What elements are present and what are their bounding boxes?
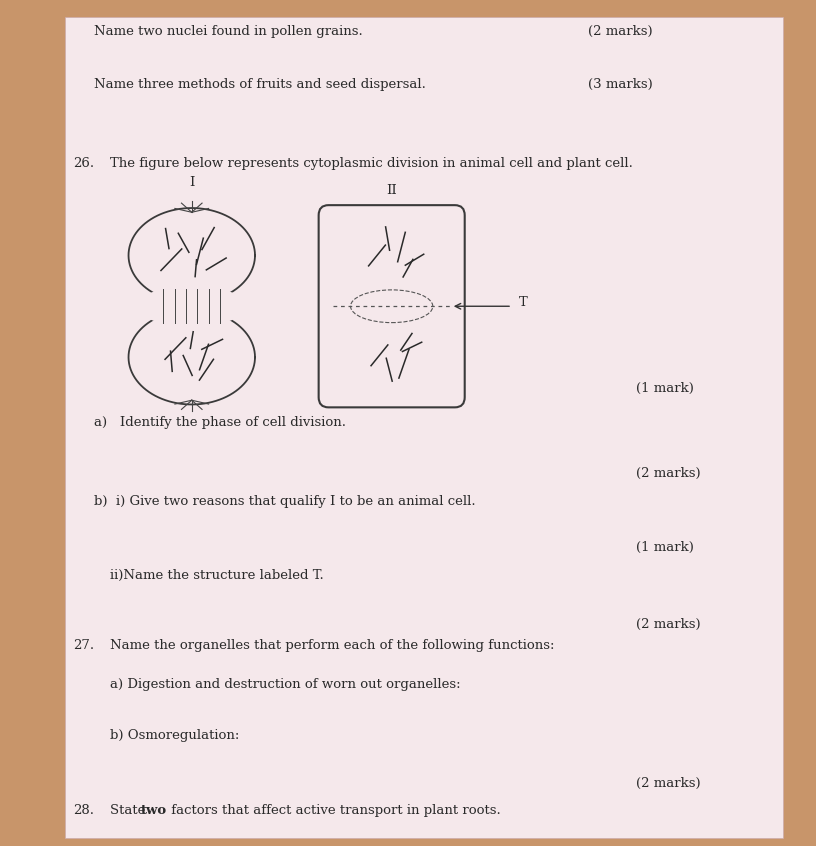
Text: (2 marks): (2 marks) [588, 25, 652, 38]
FancyBboxPatch shape [65, 17, 783, 838]
Text: (2 marks): (2 marks) [636, 618, 701, 630]
Text: Name two nuclei found in pollen grains.: Name two nuclei found in pollen grains. [94, 25, 362, 38]
Text: 26.: 26. [73, 157, 95, 169]
Text: (1 mark): (1 mark) [636, 382, 694, 395]
Text: (2 marks): (2 marks) [636, 777, 701, 789]
Text: a) Digestion and destruction of worn out organelles:: a) Digestion and destruction of worn out… [110, 678, 461, 691]
Text: two: two [140, 804, 166, 816]
Text: (3 marks): (3 marks) [588, 78, 652, 91]
Text: a)   Identify the phase of cell division.: a) Identify the phase of cell division. [94, 416, 346, 429]
Text: I: I [189, 177, 194, 190]
Text: Name the organelles that perform each of the following functions:: Name the organelles that perform each of… [110, 639, 555, 651]
Text: The figure below represents cytoplasmic division in animal cell and plant cell.: The figure below represents cytoplasmic … [110, 157, 633, 169]
Ellipse shape [136, 286, 247, 327]
Text: II: II [386, 184, 397, 196]
Text: b)  i) Give two reasons that qualify I to be an animal cell.: b) i) Give two reasons that qualify I to… [94, 495, 476, 508]
Text: factors that affect active transport in plant roots.: factors that affect active transport in … [167, 804, 501, 816]
Text: T: T [519, 295, 527, 309]
Text: (1 mark): (1 mark) [636, 541, 694, 554]
Text: 27.: 27. [73, 639, 95, 651]
Text: (2 marks): (2 marks) [636, 467, 701, 480]
Text: ii)Name the structure labeled T.: ii)Name the structure labeled T. [110, 569, 324, 581]
Text: b) Osmoregulation:: b) Osmoregulation: [110, 729, 240, 742]
Text: Name three methods of fruits and seed dispersal.: Name three methods of fruits and seed di… [94, 78, 426, 91]
Text: State: State [110, 804, 150, 816]
Text: 28.: 28. [73, 804, 95, 816]
